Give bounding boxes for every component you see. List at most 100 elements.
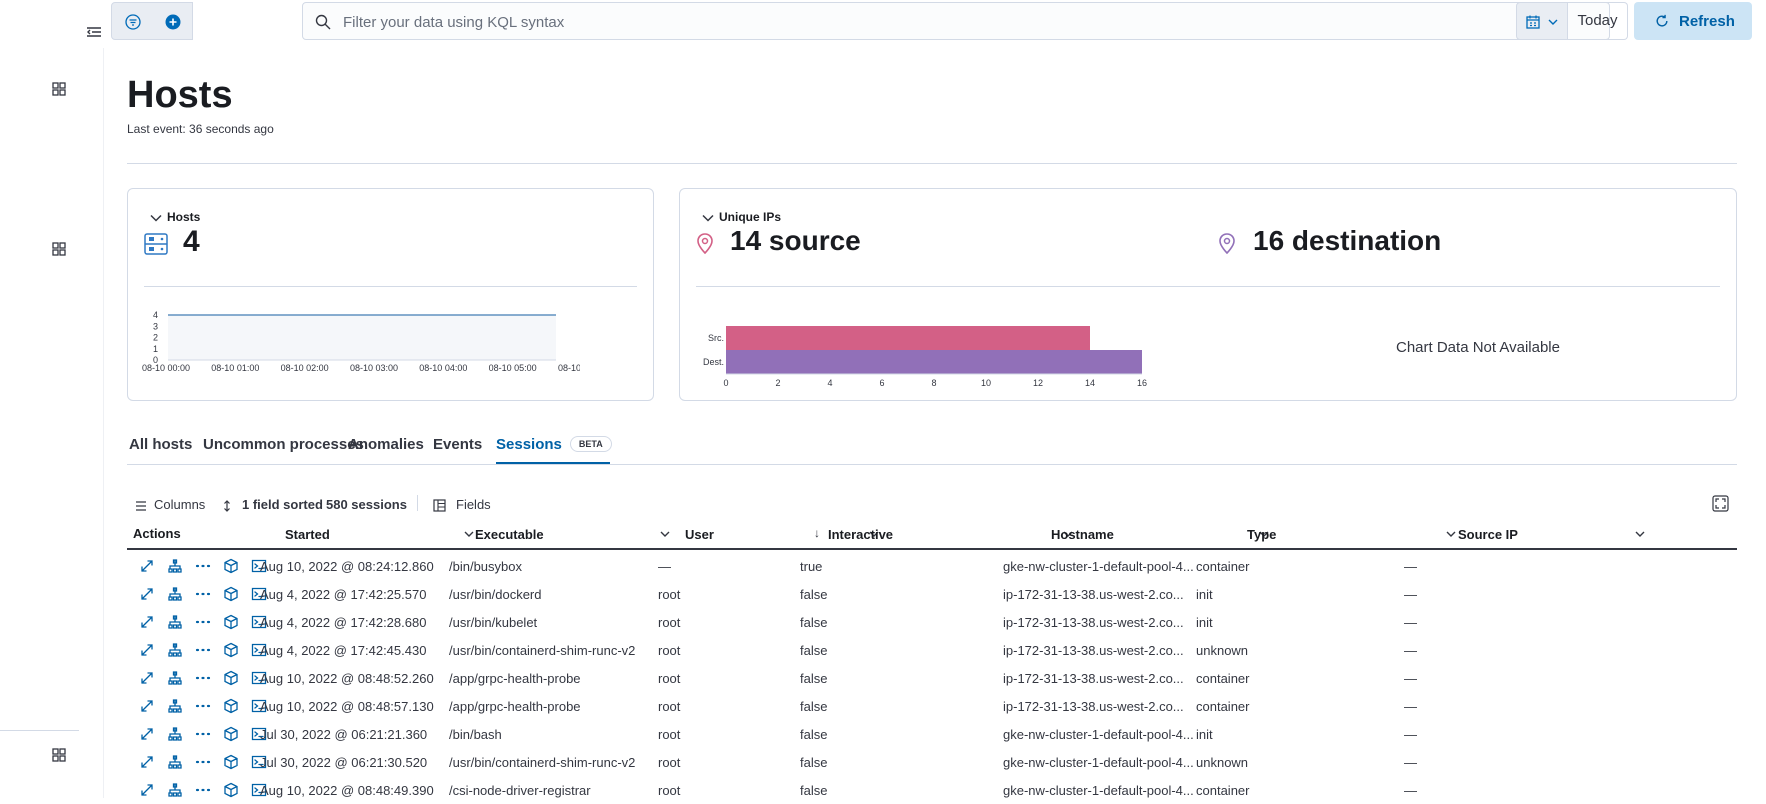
more-actions-icon[interactable] [195,698,211,714]
analyze-icon[interactable] [167,670,183,686]
hosts-panel-title: Hosts [167,210,201,224]
table-row[interactable]: Aug 4, 2022 @ 17:42:25.570/usr/bin/docke… [127,580,1737,608]
tab-anomalies[interactable]: Anomalies [348,436,424,453]
expand-icon[interactable] [139,754,155,770]
apps-icon[interactable] [51,747,67,763]
tab-sessions[interactable]: Sessions BETA [496,436,612,464]
more-actions-icon[interactable] [195,586,211,602]
table-row[interactable]: Aug 10, 2022 @ 08:24:12.860/bin/busybox —… [127,552,1737,580]
chevron-down-icon[interactable] [464,529,474,539]
column-header-hostname[interactable]: Hostname [1051,527,1114,542]
column-header-source-ip[interactable]: Source IP [1458,527,1518,542]
expand-icon[interactable] [139,614,155,630]
terminal-icon[interactable] [251,614,267,630]
chevron-down-icon[interactable] [1446,529,1456,539]
cube-icon[interactable] [223,754,239,770]
more-actions-icon[interactable] [195,754,211,770]
analyze-icon[interactable] [167,642,183,658]
chevron-down-icon[interactable] [869,529,879,539]
table-cell: gke-nw-cluster-1-default-pool-4... [1003,755,1194,770]
expand-icon[interactable] [139,670,155,686]
tab-all-hosts[interactable]: All hosts [129,436,192,453]
table-cell: /usr/bin/containerd-shim-runc-v2 [449,755,636,770]
column-header-user[interactable]: User [685,527,714,542]
date-range-label[interactable]: Today [1568,2,1628,40]
table-cell: init [1196,727,1213,742]
cube-icon[interactable] [223,642,239,658]
analyze-icon[interactable] [167,782,183,798]
analyze-icon[interactable] [167,754,183,770]
chevron-down-icon[interactable] [150,212,162,224]
tab-events[interactable]: Events [433,436,482,453]
column-header-started[interactable]: Started [285,527,330,542]
date-picker-button[interactable] [1516,2,1568,40]
table-row[interactable]: Jul 30, 2022 @ 06:21:21.360/bin/bash root… [127,720,1737,748]
table-cell: init [1196,587,1213,602]
search-input[interactable]: Filter your data using KQL syntax [302,2,1610,40]
column-header-type[interactable]: Type [1247,527,1277,542]
tab-uncommon-processes[interactable]: Uncommon processes [203,436,364,453]
fields-button[interactable]: Fields [456,497,491,512]
table-cell: false [800,699,828,714]
expand-icon[interactable] [139,586,155,602]
more-actions-icon[interactable] [195,782,211,798]
terminal-icon[interactable] [251,698,267,714]
chevron-down-icon[interactable] [660,529,670,539]
table-row[interactable]: Aug 10, 2022 @ 08:48:57.130/app/grpc-hea… [127,692,1737,720]
analyze-icon[interactable] [167,698,183,714]
terminal-icon[interactable] [251,558,267,574]
cube-icon[interactable] [223,698,239,714]
table-row[interactable]: Aug 4, 2022 @ 17:42:28.680/usr/bin/kubel… [127,608,1737,636]
expand-icon[interactable] [139,782,155,798]
analyze-icon[interactable] [167,558,183,574]
analyze-icon[interactable] [167,614,183,630]
columns-button[interactable]: Columns [154,497,206,512]
terminal-icon[interactable] [251,754,267,770]
cube-icon[interactable] [223,614,239,630]
expand-icon[interactable] [139,698,155,714]
more-actions-icon[interactable] [195,670,211,686]
cube-icon[interactable] [223,670,239,686]
apps-icon[interactable] [51,241,67,257]
refresh-icon [1656,14,1668,27]
apps-icon[interactable] [51,81,67,97]
expand-icon[interactable] [139,642,155,658]
refresh-button[interactable]: Refresh [1634,2,1752,40]
terminal-icon[interactable] [251,670,267,686]
sort-button[interactable]: 1 field sorted [242,497,323,512]
chevron-down-icon[interactable] [1635,529,1645,539]
cube-icon[interactable] [223,586,239,602]
terminal-icon[interactable] [251,586,267,602]
more-actions-icon[interactable] [195,558,211,574]
more-actions-icon[interactable] [195,642,211,658]
more-actions-icon[interactable] [195,726,211,742]
table-row[interactable]: Jul 30, 2022 @ 06:21:30.520/usr/bin/cont… [127,748,1737,776]
filter-menu-icon[interactable] [125,14,141,30]
terminal-icon[interactable] [251,782,267,798]
table-row[interactable]: Aug 10, 2022 @ 08:48:49.390/csi-node-dri… [127,776,1737,804]
cube-icon[interactable] [223,558,239,574]
fullscreen-icon[interactable] [1712,495,1729,512]
table-row[interactable]: Aug 4, 2022 @ 17:42:45.430/usr/bin/conta… [127,636,1737,664]
analyze-icon[interactable] [167,726,183,742]
expand-icon[interactable] [139,558,155,574]
collapse-menu-icon[interactable] [86,24,102,40]
add-filter-icon[interactable] [165,14,181,30]
chevron-down-icon[interactable] [702,212,714,224]
analyze-icon[interactable] [167,586,183,602]
cube-icon[interactable] [223,782,239,798]
tabs-divider [127,464,1737,465]
table-cell: Aug 10, 2022 @ 08:48:49.390 [260,783,434,798]
column-header-interactive[interactable]: Interactive [828,527,894,542]
table-row[interactable]: Aug 10, 2022 @ 08:48:52.260/app/grpc-hea… [127,664,1737,692]
chevron-down-icon[interactable] [1259,529,1269,539]
chevron-down-icon[interactable] [1063,529,1073,539]
expand-icon[interactable] [139,726,155,742]
x-tick-label: 0 [723,378,728,388]
column-header-executable[interactable]: Executable [475,527,544,542]
terminal-icon[interactable] [251,726,267,742]
terminal-icon[interactable] [251,642,267,658]
map-marker-icon [697,233,713,255]
cube-icon[interactable] [223,726,239,742]
more-actions-icon[interactable] [195,614,211,630]
